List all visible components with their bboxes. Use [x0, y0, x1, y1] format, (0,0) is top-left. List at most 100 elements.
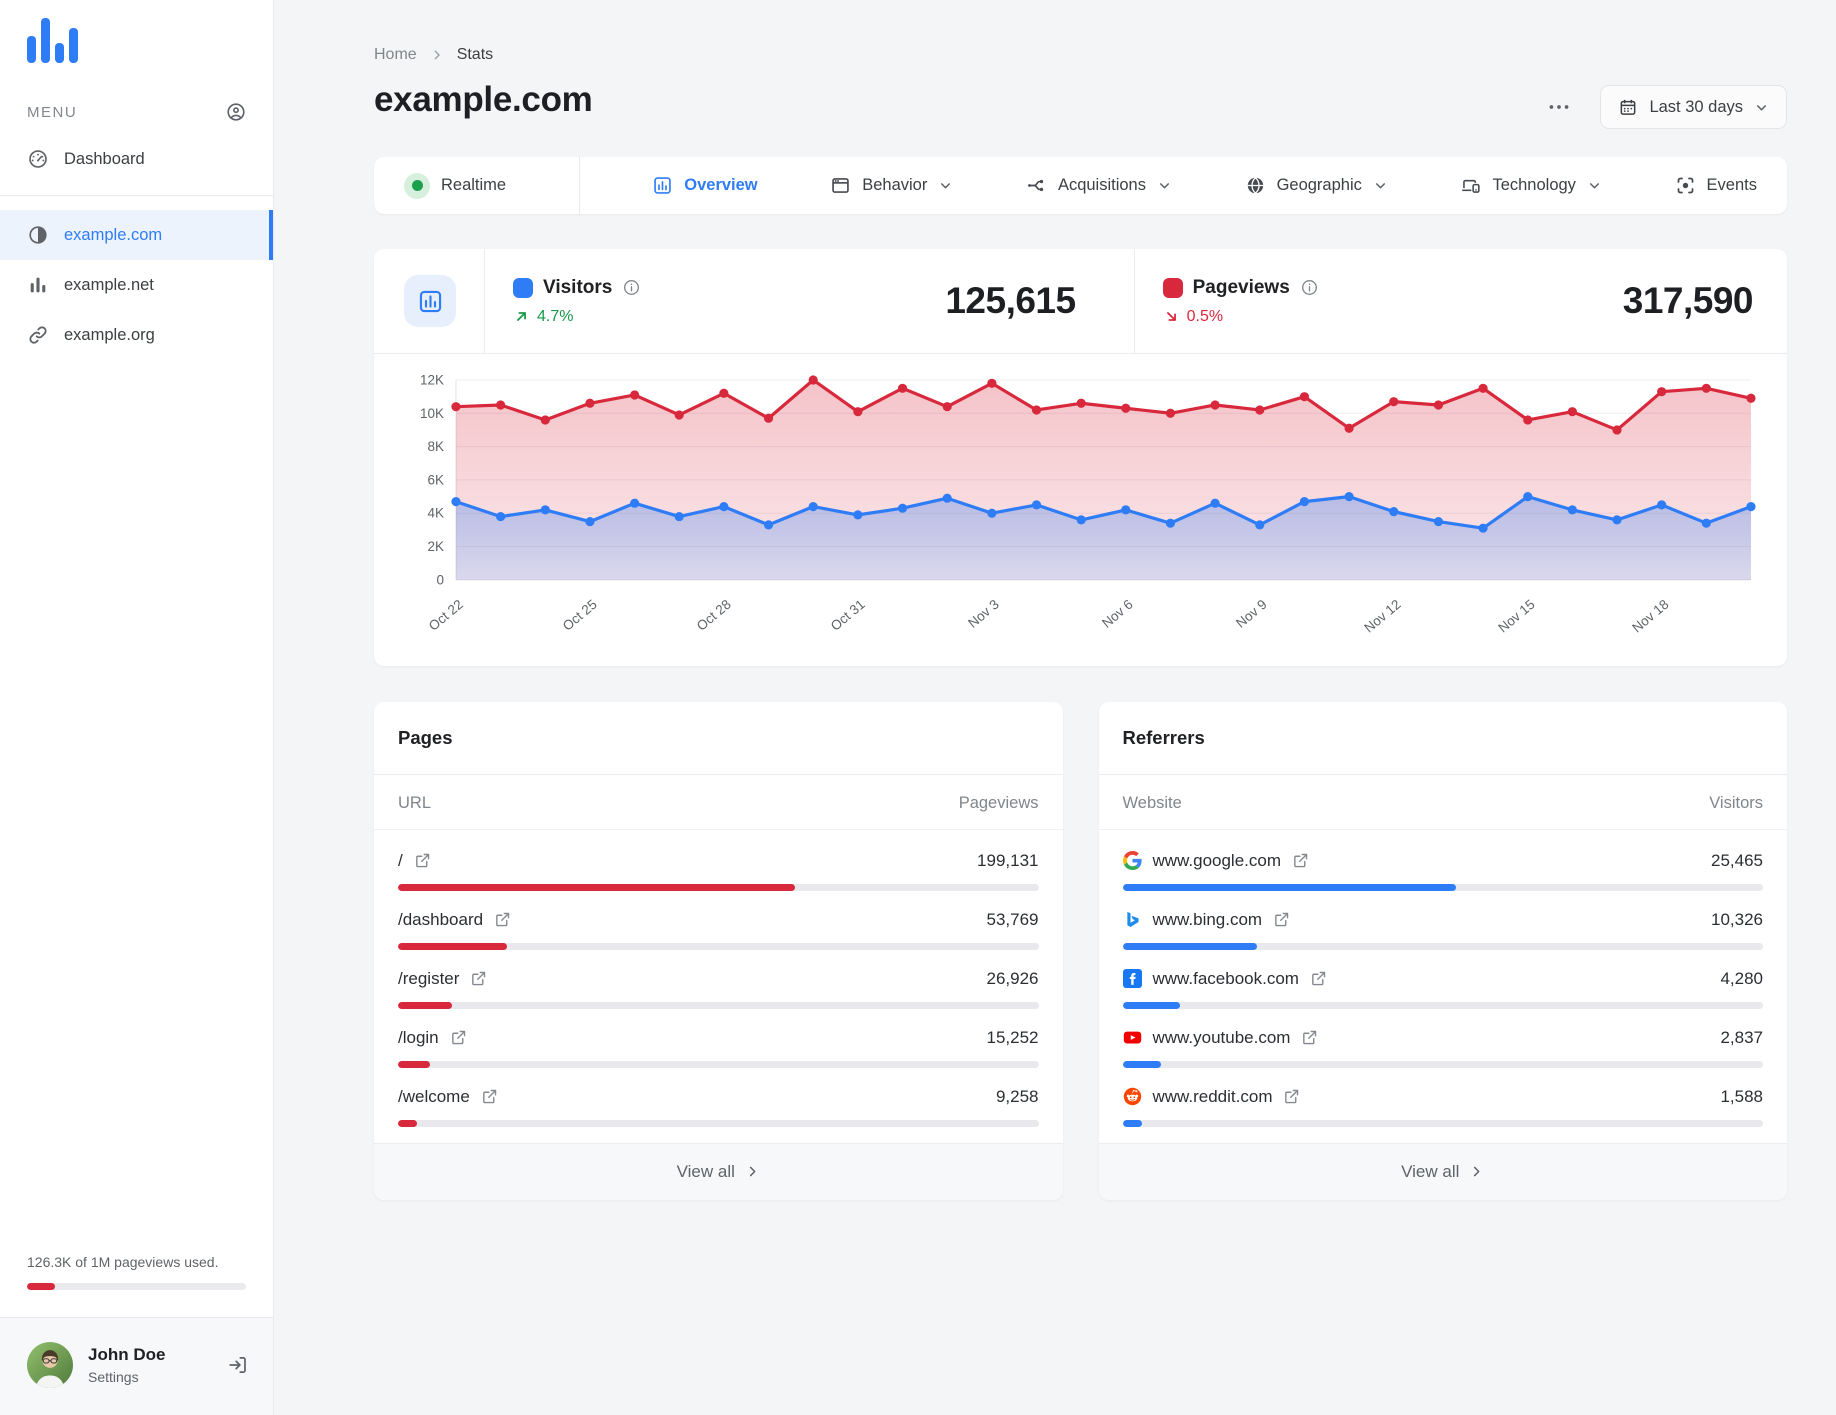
column-header-url: URL [398, 793, 432, 812]
user-profile[interactable]: John Doe Settings [0, 1317, 273, 1415]
svg-text:Nov 15: Nov 15 [1495, 597, 1537, 636]
row-bar [398, 883, 1039, 891]
events-icon [1675, 175, 1696, 196]
svg-text:Oct 22: Oct 22 [426, 597, 466, 634]
svg-text:Nov 9: Nov 9 [1233, 597, 1270, 631]
breadcrumb-current: Stats [456, 46, 494, 63]
tab-technology[interactable]: Technology [1460, 175, 1601, 196]
breadcrumb-home[interactable]: Home [374, 46, 417, 63]
usage-summary: 126.3K of 1M pageviews used. [27, 1254, 246, 1290]
row-value: 9,258 [995, 1086, 1039, 1106]
row-label: /dashboard [398, 909, 484, 929]
tab-geographic[interactable]: Geographic [1245, 175, 1388, 196]
more-options-button[interactable] [1546, 93, 1574, 121]
referrers-view-all-button[interactable]: View all [1098, 1142, 1787, 1200]
pages-view-all-button[interactable]: View all [374, 1142, 1063, 1200]
sidebar-item-label: example.com [64, 225, 163, 244]
svg-text:2K: 2K [427, 539, 443, 554]
tab-label: Behavior [862, 176, 928, 194]
date-range-button[interactable]: Last 30 days [1600, 85, 1787, 129]
svg-text:10K: 10K [420, 406, 444, 421]
visitors-label: Visitors [543, 276, 613, 298]
chart-icon [404, 275, 456, 327]
ellipsis-icon [1550, 105, 1569, 109]
info-icon[interactable] [1300, 278, 1319, 297]
row-value: 10,326 [1711, 909, 1763, 929]
external-link-icon[interactable] [494, 911, 511, 928]
tab-label: Technology [1492, 176, 1576, 194]
usage-progressbar [27, 1283, 246, 1290]
traffic-chart: 0 2K 4K 6K 8K 10K 12K Oct 22 Oct 25 Oct 28 Oct 31 N… [374, 354, 1787, 666]
svg-text:Nov 6: Nov 6 [1099, 597, 1136, 631]
chevron-down-icon [1157, 178, 1172, 193]
main-content: Home Stats example.com Last 30 days Real… [274, 0, 1836, 1415]
chevron-right-icon [749, 1166, 756, 1177]
overview-card: Visitors 4.7% 125,615 Pageviews [374, 249, 1787, 666]
site-list: example.com example.net example.org [0, 210, 273, 360]
visitors-swatch [513, 277, 533, 298]
external-link-icon[interactable] [1292, 852, 1309, 869]
sidebar-item-dashboard[interactable]: Dashboard [0, 135, 273, 183]
acquisitions-icon [1026, 175, 1047, 196]
tab-events[interactable]: Events [1675, 175, 1757, 196]
sidebar-item-label: Dashboard [64, 149, 145, 168]
external-link-icon[interactable] [450, 1029, 467, 1046]
chevron-down-icon [938, 178, 953, 193]
breadcrumb: Home Stats [374, 46, 1787, 64]
column-header-website: Website [1122, 793, 1182, 812]
row-label: www.reddit.com [1152, 1086, 1273, 1106]
chevron-down-icon [1373, 178, 1388, 193]
row-bar [1122, 883, 1763, 891]
referrers-title: Referrers [1098, 702, 1787, 775]
bar-chart-icon [27, 274, 49, 296]
row-bar [1122, 1001, 1763, 1009]
external-link-icon[interactable] [414, 852, 431, 869]
page-title: example.com [374, 80, 593, 119]
sidebar-item-example.org[interactable]: example.org [0, 310, 273, 360]
row-label: www.facebook.com [1152, 968, 1299, 988]
row-bar [1122, 1060, 1763, 1068]
tab-acquisitions[interactable]: Acquisitions [1026, 175, 1172, 196]
referrers-card: Referrers Website Visitors www.google.co… [1098, 701, 1787, 1200]
external-link-icon[interactable] [1273, 911, 1290, 928]
tab-overview[interactable]: Overview [652, 175, 758, 196]
user-settings-link[interactable]: Settings [88, 1369, 139, 1385]
sidebar-item-example.com[interactable]: example.com [0, 210, 273, 260]
account-icon[interactable] [225, 101, 247, 123]
sidebar-item-example.net[interactable]: example.net [0, 260, 273, 310]
svg-text:6K: 6K [427, 472, 443, 487]
page-row: /login 15,252 [398, 1013, 1039, 1072]
usage-text: 126.3K of 1M pageviews used. [27, 1254, 219, 1270]
external-link-icon[interactable] [1301, 1029, 1318, 1046]
visitors-stat: Visitors 4.7% [513, 277, 641, 326]
page-row: / 199,131 [398, 836, 1039, 895]
row-bar [398, 942, 1039, 950]
pageviews-label: Pageviews [1192, 276, 1290, 298]
tab-behavior[interactable]: Behavior [830, 175, 953, 196]
visitors-value: 125,615 [945, 280, 1076, 321]
svg-text:Nov 12: Nov 12 [1361, 597, 1403, 636]
bing-icon [1123, 910, 1142, 929]
row-label: /register [398, 968, 460, 988]
app-logo-icon [27, 15, 273, 63]
calendar-icon [1618, 97, 1638, 117]
sidebar-item-label: example.org [64, 325, 155, 344]
row-bar [1122, 942, 1763, 950]
pageviews-change: 0.5% [1163, 308, 1319, 326]
svg-text:4K: 4K [427, 506, 443, 521]
external-link-icon[interactable] [481, 1088, 498, 1105]
tab-realtime[interactable]: Realtime [404, 172, 506, 199]
external-link-icon[interactable] [1283, 1088, 1300, 1105]
row-label: /login [398, 1027, 439, 1047]
referrer-row: www.youtube.com 2,837 [1122, 1013, 1763, 1072]
facebook-icon [1122, 969, 1142, 989]
info-icon[interactable] [622, 278, 641, 297]
chevron-down-icon [1754, 100, 1769, 115]
external-link-icon[interactable] [1310, 970, 1327, 987]
row-value: 15,252 [986, 1027, 1039, 1047]
row-value: 26,926 [986, 968, 1039, 988]
external-link-icon[interactable] [470, 970, 487, 987]
page-row: /welcome 9,258 [398, 1072, 1039, 1131]
logout-icon[interactable] [227, 1354, 249, 1376]
page-row: /register 26,926 [398, 954, 1039, 1013]
